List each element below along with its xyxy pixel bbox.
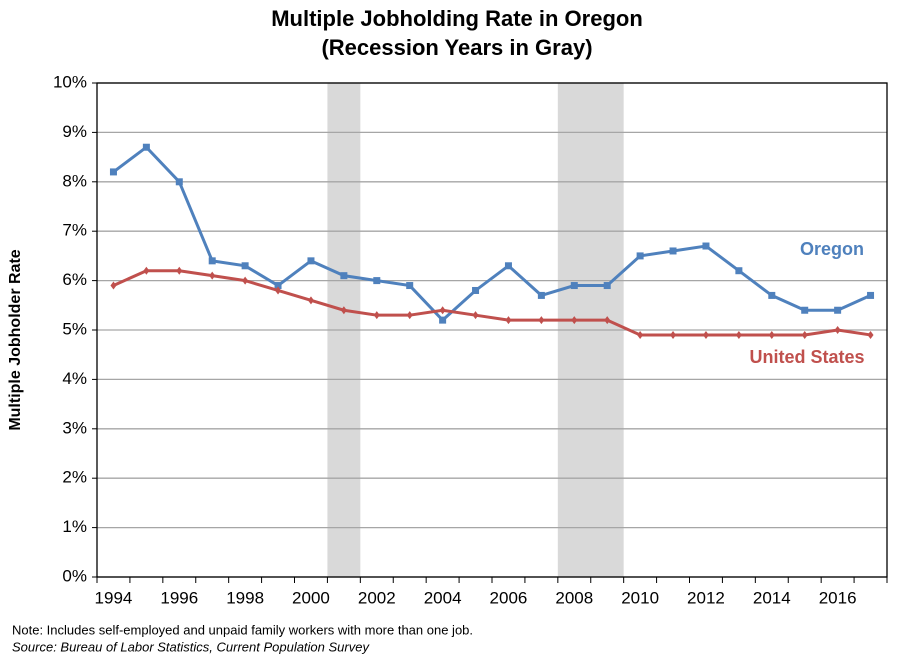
marker bbox=[735, 267, 743, 275]
y-tick-label: 2% bbox=[62, 468, 87, 487]
marker bbox=[504, 262, 512, 270]
marker bbox=[570, 282, 578, 290]
marker bbox=[537, 291, 545, 299]
note: Note: Includes self-employed and unpaid … bbox=[12, 622, 473, 637]
source: Source: Bureau of Labor Statistics, Curr… bbox=[12, 639, 370, 654]
y-tick-label: 6% bbox=[62, 270, 87, 289]
y-tick-label: 8% bbox=[62, 171, 87, 190]
marker bbox=[142, 143, 150, 151]
y-tick-label: 9% bbox=[62, 122, 87, 141]
marker bbox=[242, 276, 249, 285]
marker bbox=[439, 306, 446, 315]
y-tick-label: 3% bbox=[62, 418, 87, 437]
x-tick-label: 2014 bbox=[753, 588, 791, 607]
x-tick-label: 2006 bbox=[490, 588, 528, 607]
series-label: United States bbox=[749, 347, 864, 367]
x-tick-label: 2016 bbox=[819, 588, 857, 607]
marker bbox=[768, 291, 776, 299]
marker bbox=[867, 291, 875, 299]
marker bbox=[571, 316, 578, 325]
series-line bbox=[112, 269, 871, 337]
x-tick-label: 1996 bbox=[160, 588, 198, 607]
marker bbox=[669, 247, 677, 255]
marker bbox=[373, 311, 380, 320]
series-label: Oregon bbox=[800, 239, 864, 259]
x-tick-label: 1998 bbox=[226, 588, 264, 607]
marker bbox=[768, 330, 775, 339]
marker bbox=[274, 282, 282, 290]
marker bbox=[406, 311, 413, 320]
marker bbox=[275, 286, 282, 295]
marker bbox=[670, 330, 677, 339]
x-tick-label: 2004 bbox=[424, 588, 462, 607]
x-tick-label: 2002 bbox=[358, 588, 396, 607]
x-tick-label: 2008 bbox=[555, 588, 593, 607]
chart-subtitle: (Recession Years in Gray) bbox=[321, 35, 592, 60]
x-tick-label: 2012 bbox=[687, 588, 725, 607]
marker bbox=[604, 316, 611, 325]
marker bbox=[373, 277, 381, 285]
marker bbox=[209, 271, 216, 280]
marker bbox=[110, 281, 117, 290]
marker bbox=[801, 306, 809, 314]
marker bbox=[505, 316, 512, 325]
marker bbox=[834, 326, 841, 334]
marker bbox=[702, 330, 709, 339]
y-tick-label: 10% bbox=[53, 72, 87, 91]
marker bbox=[340, 272, 348, 280]
marker bbox=[538, 316, 545, 325]
marker bbox=[472, 311, 479, 320]
plot-border bbox=[96, 82, 888, 578]
x-tick-label: 2000 bbox=[292, 588, 330, 607]
marker bbox=[834, 306, 842, 314]
marker bbox=[406, 282, 414, 290]
marker bbox=[208, 257, 216, 265]
y-axis-label: Multiple Jobholder Rate bbox=[7, 249, 24, 430]
y-tick-label: 7% bbox=[62, 221, 87, 240]
x-tick-label: 2010 bbox=[621, 588, 659, 607]
marker bbox=[702, 242, 710, 250]
marker bbox=[241, 262, 249, 270]
chart-title: Multiple Jobholding Rate in Oregon bbox=[271, 6, 643, 31]
marker bbox=[603, 282, 611, 290]
marker bbox=[143, 266, 150, 275]
y-tick-label: 4% bbox=[62, 369, 87, 388]
marker bbox=[867, 330, 874, 339]
y-tick-label: 0% bbox=[62, 566, 87, 585]
marker bbox=[637, 330, 644, 339]
marker bbox=[439, 316, 447, 324]
marker bbox=[109, 168, 117, 176]
marker bbox=[801, 330, 808, 339]
marker bbox=[307, 257, 315, 265]
marker bbox=[307, 296, 314, 305]
x-tick-label: 1994 bbox=[95, 588, 133, 607]
series-line bbox=[112, 145, 872, 323]
y-tick-label: 1% bbox=[62, 517, 87, 536]
marker bbox=[175, 178, 183, 186]
marker bbox=[735, 330, 742, 339]
marker bbox=[176, 266, 183, 275]
marker bbox=[340, 306, 347, 315]
marker bbox=[472, 286, 480, 294]
y-tick-label: 5% bbox=[62, 319, 87, 338]
marker bbox=[636, 252, 644, 260]
